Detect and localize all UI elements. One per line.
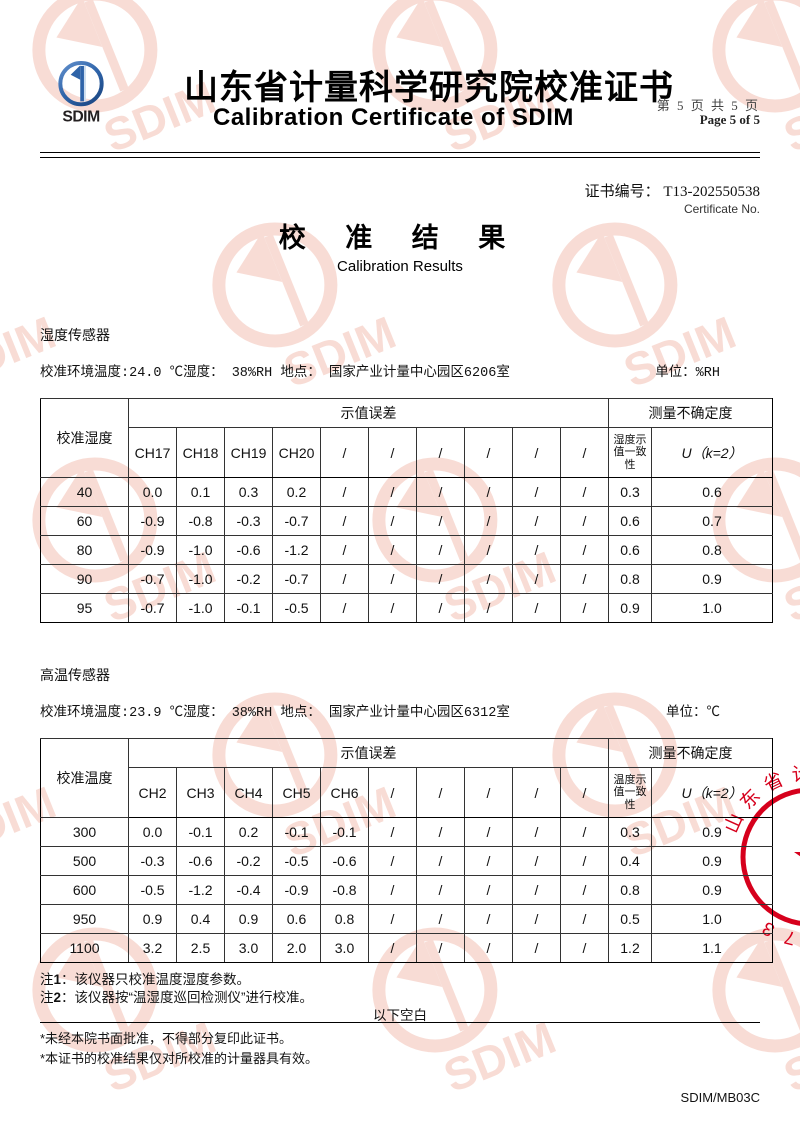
- svg-text:SDIM: SDIM: [62, 109, 100, 126]
- svg-text:SDIM: SDIM: [777, 1011, 800, 1102]
- svg-text:SDIM: SDIM: [277, 306, 400, 397]
- svg-text:SDIM: SDIM: [437, 1011, 560, 1102]
- svg-text:SDIM: SDIM: [777, 541, 800, 632]
- svg-text:SDIM: SDIM: [0, 306, 60, 397]
- svg-text:SDIM: SDIM: [777, 71, 800, 162]
- svg-text:计: 计: [791, 763, 800, 787]
- svg-text:SDIM: SDIM: [617, 306, 740, 397]
- svg-text:7: 7: [782, 926, 797, 949]
